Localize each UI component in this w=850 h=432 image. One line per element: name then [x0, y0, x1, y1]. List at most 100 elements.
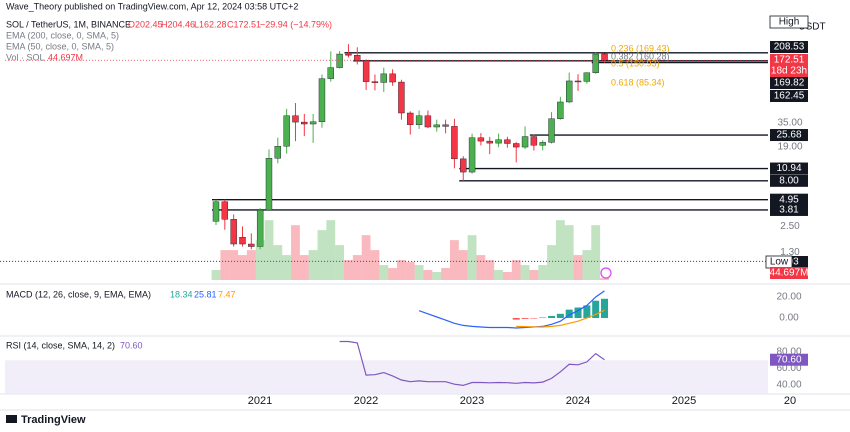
fib-label: 0.5 (150.93): [611, 58, 660, 68]
ohlc-value: H204.46: [161, 19, 195, 29]
volume-label-box: [770, 267, 808, 279]
volume-bar: [299, 255, 309, 280]
footer-brand: TradingView: [21, 414, 86, 426]
volume-bar: [591, 225, 601, 280]
volume-bar: [547, 245, 556, 280]
rsi-legend: 70.60: [120, 340, 143, 350]
candle-body: [327, 67, 334, 79]
macd-hist: [548, 315, 556, 319]
candle-body: [301, 121, 308, 125]
candle-body: [583, 72, 591, 82]
volume-bar: [291, 225, 300, 280]
volume-bar: [538, 265, 548, 280]
volume-bar: [246, 250, 256, 280]
candle-body: [256, 209, 264, 247]
ohlc-value: O202.45: [128, 19, 163, 29]
candle-body: [265, 158, 273, 211]
candle-body: [398, 81, 405, 114]
level-label: 25.68: [776, 130, 801, 141]
x-tick-label: 2023: [460, 395, 484, 407]
candle-body: [230, 219, 237, 245]
macd-hist: [592, 300, 600, 319]
last-price-label: 172.51: [774, 55, 805, 66]
macd-legend: 25.81: [194, 289, 217, 299]
candle-body: [362, 60, 370, 82]
candle-body: [566, 80, 573, 103]
candle-body: [292, 115, 299, 123]
y-tick-label: 60.00: [776, 363, 801, 374]
y-tick-label: 20.00: [776, 292, 801, 303]
volume-bar: [467, 235, 477, 280]
volume-bar: [485, 260, 495, 280]
ohlc-value: L162.28: [194, 19, 227, 29]
candle-body: [371, 81, 379, 83]
macd-line: [418, 290, 605, 329]
ohlc-value: −29.94 (−14.79%): [260, 19, 332, 29]
volume-bar: [449, 240, 459, 280]
x-tick-label: 2025: [672, 395, 696, 407]
volume-label: 44.697M: [770, 268, 809, 279]
rsi-title: RSI (14, close, SMA, 14, 2): [6, 340, 115, 350]
level-label: 10.94: [776, 163, 801, 174]
candle-body: [309, 121, 317, 125]
macd-hist: [556, 313, 564, 319]
volume-bar: [423, 270, 433, 280]
level-label-box: [770, 90, 808, 102]
volume-bar: [388, 268, 398, 280]
volume-bar: [582, 250, 592, 280]
macd-legend: 7.47: [218, 289, 236, 299]
macd-line: [516, 309, 605, 328]
candle-body: [345, 53, 352, 56]
level-label: 208.53: [774, 42, 805, 53]
volume-bar: [397, 260, 406, 280]
alert-icon: [600, 267, 612, 279]
countdown-label: 18d 23h: [771, 66, 807, 77]
candle-body: [433, 124, 440, 128]
macd-legend: 18.34: [170, 289, 193, 299]
level-label-box: [770, 41, 808, 53]
candle-body: [530, 136, 538, 146]
level-label-box: [770, 203, 808, 216]
candle-body: [495, 139, 502, 144]
level-label-box: [770, 129, 808, 142]
candle-body: [415, 115, 423, 125]
volume-bar: [573, 255, 583, 280]
ema50-legend: EMA (50, close, 0, SMA, 5): [6, 41, 114, 51]
volume-legend-value: 44.697M: [48, 52, 83, 62]
volume-bar: [264, 220, 274, 280]
candle-body: [336, 53, 343, 68]
volume-bar: [238, 255, 247, 280]
candle-body: [248, 243, 255, 247]
candle-body: [221, 201, 229, 220]
candle-body: [451, 126, 458, 160]
macd-hist: [512, 318, 520, 320]
candle-body: [601, 53, 608, 61]
volume-bar: [458, 250, 468, 280]
macd-hist: [539, 317, 547, 319]
ohlc-value: C172.51: [227, 19, 261, 29]
volume-bar: [211, 270, 221, 280]
level-label-box: [770, 162, 808, 175]
candle-body: [239, 237, 246, 245]
candle-body: [513, 143, 520, 148]
candle-body: [318, 78, 326, 122]
symbol: SOL / TetherUS, 1M, BINANCE: [6, 19, 131, 29]
macd-hist: [583, 305, 591, 319]
candle-body: [389, 73, 396, 83]
candle-body: [354, 55, 361, 62]
volume-bar: [432, 272, 442, 280]
volume-bar: [414, 265, 424, 280]
rsi-label: 70.60: [776, 354, 801, 365]
volume-bar: [502, 272, 512, 280]
macd-title: MACD (12, 26, close, 9, EMA, EMA): [6, 289, 151, 299]
candle-body: [407, 112, 414, 125]
volume-bar: [555, 220, 565, 280]
macd-hist: [574, 307, 582, 319]
candle-body: [539, 142, 546, 146]
volume-bar: [511, 260, 521, 280]
high-label-box: [769, 15, 809, 29]
candle-body: [548, 118, 555, 143]
macd-hist: [530, 318, 538, 319]
